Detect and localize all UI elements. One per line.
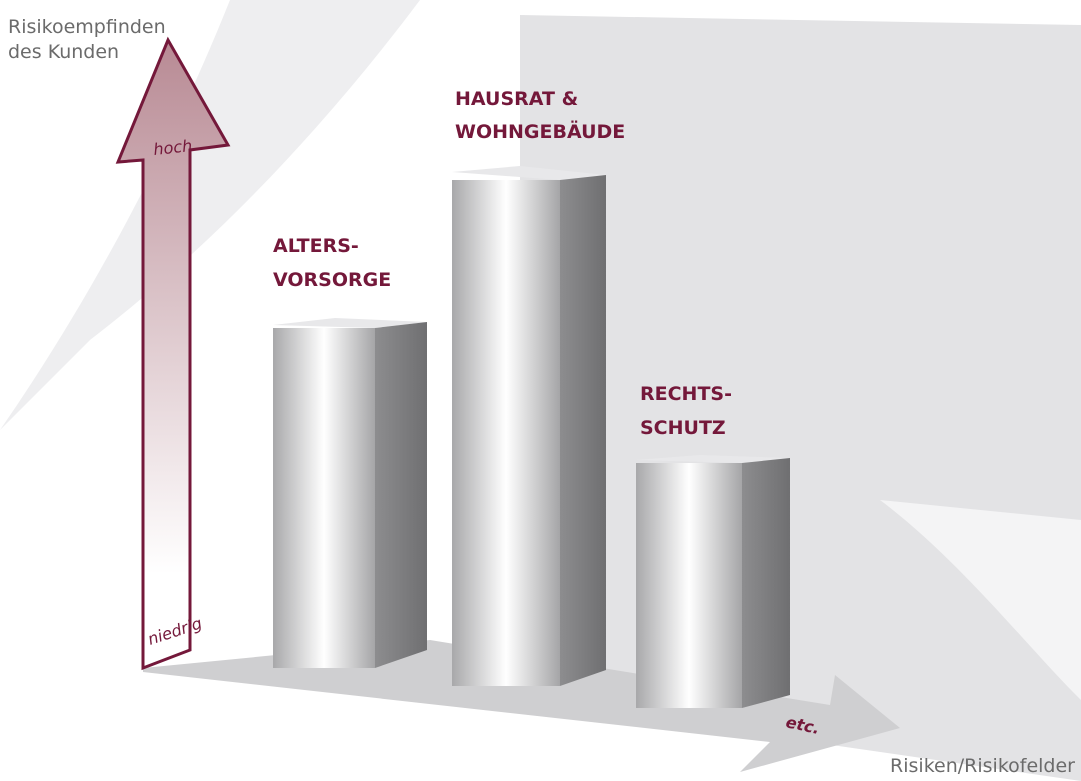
bar-side	[375, 322, 427, 668]
high-label: hoch	[152, 136, 193, 159]
bar-label: VORSORGE	[273, 269, 391, 291]
bar-label: WOHNGEBÄUDE	[455, 119, 625, 143]
y-axis-label: des Kunden	[8, 41, 119, 63]
bar-label: RECHTS-	[640, 383, 732, 405]
bar-label: ALTERS-	[273, 235, 359, 257]
y-axis-label: Risikoempfinden	[8, 16, 166, 38]
y-arrow	[118, 40, 228, 668]
x-axis-label: Risiken/Risikofelder	[890, 755, 1075, 777]
bar-label: HAUSRAT &	[455, 88, 578, 110]
bar-front	[636, 463, 742, 708]
bar-front	[452, 180, 560, 686]
bar-side	[560, 175, 606, 686]
bar-label: SCHUTZ	[640, 417, 726, 439]
bar-front	[273, 328, 375, 668]
diagram: Risikoempfinden des Kunden hoch niedrig …	[0, 0, 1081, 781]
bar-side	[742, 458, 790, 708]
